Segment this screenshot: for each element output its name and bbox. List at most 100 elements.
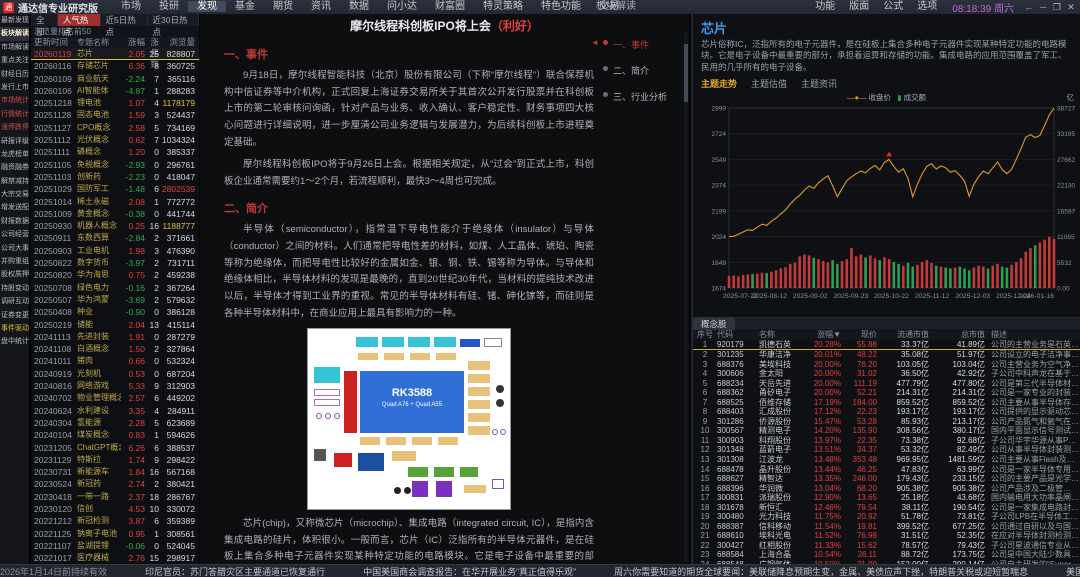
minimize-icon[interactable]: ─ [1039,2,1047,12]
stock-row[interactable]: 11 300903 科翔股份 13.97% 22.35 73.38亿 92.68亿 子公司华宇… [700,435,1080,445]
sidebar-item-市场解读[interactable]: 市场解读 [1,43,29,51]
stock-row[interactable]: 18 301678 新恒汇 12.46% 79.54 38.11亿 190.54亿 公司是一家… [700,502,1080,512]
concept-stocks-tab[interactable]: 概念股 [693,317,735,330]
column-header-名称[interactable]: 名称 [759,330,775,340]
column-header-浏览量[interactable]: 浏览量 [169,37,195,47]
topic-row[interactable]: 20260116 存储芯片 6.36 8 360725 [34,61,195,72]
menu-item-公式[interactable]: 公式 [883,1,904,12]
stock-row[interactable]: 1 920179 凯德石英 20.28% 55.88 33.37亿 41.89亿 公司的主营业… [693,340,1080,350]
topic-row[interactable]: 20250219 储能 2.04 13 415114 [34,319,195,330]
sidebar-item-证券变更[interactable]: 证券变更 [1,311,29,319]
stock-row[interactable]: 20 688387 信科移动 11.54% 19.81 399.52亿 677.25亿 公司通… [700,521,1080,531]
sidebar-item-并购重组[interactable]: 并购重组 [1,258,29,266]
close-icon[interactable]: ✕ [1067,1,1075,12]
stock-row[interactable]: 24688548广钢气体10.50%21.99152.00亿290.14亿公司自… [693,560,1080,564]
filter-tab-近5日热点[interactable]: 近5日热点 [101,14,148,37]
menu-item-发现[interactable]: 发现 [188,1,226,12]
filter-tab-近30日热点[interactable]: 近30日热点 [148,14,199,37]
menu-item-财富圈[interactable]: 财富圈 [435,1,465,12]
topic-row[interactable]: 20260106 AI智能体 -4.87 1 288283 [34,85,195,96]
sidebar-item-重点关注[interactable]: 重点关注 [1,57,29,65]
topic-row[interactable]: 20260119 芯片 2.05 25 828807 [31,48,199,61]
menu-item-特灵策略[interactable]: 特灵策略 [483,1,523,12]
sidebar-item-公司大事[interactable]: 公司大事 [1,244,29,252]
topic-row[interactable]: 20241108 白酒概念 1.50 2 327864 [34,344,195,355]
toc-item-2[interactable]: 二、简介 [603,64,675,77]
topic-row[interactable]: 20250708 绿色电力 -0.16 2 367264 [34,282,195,293]
menu-item-交易[interactable]: 交易 [599,1,619,12]
topic-row[interactable]: 20260109 商业航天 -2.24 7 365116 [34,73,195,84]
stock-row[interactable]: 5 688234 天岳先进 20.00% 111.19 477.79亿 477.80亿 公司是… [702,378,1080,388]
topic-row[interactable]: 20250930 机器人概念 0.25 16 1188777 [34,221,195,232]
tab-主题走势[interactable]: 主题走势 [701,79,738,90]
topic-row[interactable]: 20250911 东数西算 -2.84 2 371661 [34,233,195,244]
topic-row[interactable]: 20251111 磷概念 1.20 0 385337 [34,147,195,158]
sidebar-item-融资融券[interactable]: 融资融券 [1,164,29,172]
stock-row[interactable]: 7 688525 佰维存储 17.19% 184.00 859.52亿 859.52亿 公司主… [702,397,1080,407]
stock-row[interactable]: 6 688362 甬矽电子 20.00% 52.21 214.31亿 214.31亿 公司是一… [702,388,1080,398]
stock-row[interactable]: 12 301348 蓝箭电子 13.51% 34.37 53.32亿 82.49亿 公司从事半… [700,445,1080,455]
topic-row[interactable]: 20221125 钠离子电池 0.95 1 308561 [34,528,195,539]
back-icon[interactable]: ← [1024,2,1034,12]
topic-row[interactable]: 20251128 固态电池 1.59 3 524437 [34,110,195,121]
document-scrollbar[interactable] [684,32,688,562]
topic-row[interactable]: 20250903 工业电机 1.98 3 476390 [34,245,195,256]
topic-row[interactable]: 20241011 猪肉 0.66 0 532324 [34,356,195,367]
topic-row[interactable]: 20221212 新冠检测 3.87 6 359389 [34,516,195,527]
sidebar-item-财报数据[interactable]: 财报数据 [1,217,29,225]
sidebar-item-股权质押[interactable]: 股权质押 [1,271,29,279]
topic-row[interactable]: 20230731 新能源车 1.84 16 567168 [34,467,195,478]
stock-row[interactable]: 15 688627 精智达 13.35% 246.00 179.43亿 233.15亿 公司的… [700,474,1080,484]
sidebar-item-事件驱动[interactable]: 事件驱动 [1,324,29,332]
tab-主题资讯[interactable]: 主题资讯 [801,79,838,90]
menu-item-基金[interactable]: 基金 [235,1,255,12]
topic-row[interactable]: 20240919 光刻机 0.53 0 687204 [34,368,195,379]
tab-主题估值[interactable]: 主题估值 [751,79,788,90]
menu-item-问小达[interactable]: 问小达 [387,1,417,12]
column-header-专题名称[interactable]: 专题名称 [77,38,109,47]
stock-row[interactable]: 19 300480 光力科技 11.75% 20.92 51.78亿 73.81亿 子公司LP… [700,512,1080,522]
sidebar-item-研报评级[interactable]: 研报评级 [1,137,29,145]
column-header-总市值[interactable]: 总市值 [961,330,985,340]
topic-row[interactable]: 20251105 免税概念 -2.93 0 296761 [34,159,195,170]
column-header-描述[interactable]: 描述 [991,330,1007,340]
topic-row[interactable]: 20251014 稀土永磁 2.08 1 772772 [34,196,195,207]
topic-row[interactable]: 20241113 先进封装 1.91 0 287279 [34,331,195,342]
topic-row[interactable]: 20230524 新冠药 2.74 2 380421 [34,479,195,490]
stock-row[interactable]: 16 688396 华润微 13.04% 68.20 905.38亿 905.38亿 公司产品… [700,483,1071,493]
menu-item-数据[interactable]: 数据 [349,1,369,12]
column-header-涨幅[interactable]: 涨幅▼ [817,330,841,340]
topic-row[interactable]: 20251103 创新药 -2.23 0 418047 [34,171,195,182]
stock-row[interactable]: 9 301286 侨源股份 15.47% 53.28 85.93亿 213.17亿 公司产品氮… [702,416,1080,426]
column-header-序号[interactable]: 序号 [697,330,713,340]
filter-tab-全部[interactable]: 全部 [31,14,58,37]
sidebar-item-解禁减持[interactable]: 解禁减持 [1,177,29,185]
column-header-涨停数[interactable]: 涨停数 [150,37,159,69]
column-header-代码[interactable]: 代码 [717,330,733,340]
stock-row[interactable]: 22 300427 红相股份 11.33% 15.62 78.57亿 79.43亿 子公司星波… [700,540,1080,550]
stock-row[interactable]: 2 301235 华康洁净 20.01% 48.22 35.08亿 51.97亿 公司设立的电… [702,349,1080,359]
topic-row[interactable]: 20230120 信创 4.53 10 330072 [34,503,195,514]
menu-item-选项[interactable]: 选项 [917,1,938,12]
menu-item-资讯[interactable]: 资讯 [311,1,331,12]
column-header-流通市值[interactable]: 流通市值 [897,330,929,340]
topic-row[interactable]: 20251127 CPO概念 2.58 5 734169 [34,122,195,133]
stock-row[interactable]: 3 688376 美埃科技 20.00% 76.20 103.05亿 103.04亿 公司主营… [702,359,1080,369]
column-header-更新时间[interactable]: 更新时间 [34,37,69,47]
topic-row[interactable]: 20251009 黄金概念 -0.38 0 441744 [34,208,195,219]
sidebar-item-板块解读[interactable]: 板块解读 [0,27,29,41]
sidebar-item-公司经营[interactable]: 公司经营 [1,231,29,239]
sidebar-item-市场统计[interactable]: 市场统计 [1,97,29,105]
sidebar-item-发行上市[interactable]: 发行上市 [1,83,29,91]
column-header-现价[interactable]: 现价 [861,330,877,340]
stock-row[interactable]: 21 688610 埃科光电 11.52% 76.98 31.51亿 52.35亿 在应对半导… [700,531,1080,541]
topic-row[interactable]: 20250507 华为鸿蒙 -3.69 2 579632 [34,294,195,305]
topic-row[interactable]: 20240304 氢能源 2.28 5 623689 [34,417,195,428]
topic-row[interactable]: 20240816 网络游戏 5.33 9 312903 [34,381,195,392]
topic-row[interactable]: 20250822 数字货币 -3.97 2 731711 [34,258,195,269]
topic-row[interactable]: 20221107 盐湖提锂 -0.06 0 524045 [34,540,195,551]
topic-row[interactable]: 20251218 锂电池 1.07 4 1178179 [34,98,195,109]
topic-row[interactable]: 20240624 水利建设 3.35 4 284911 [34,405,195,416]
stock-row[interactable]: 10 300567 精测电子 14.20% 135.90 308.56亿 380.17亿 国内… [700,426,1080,436]
